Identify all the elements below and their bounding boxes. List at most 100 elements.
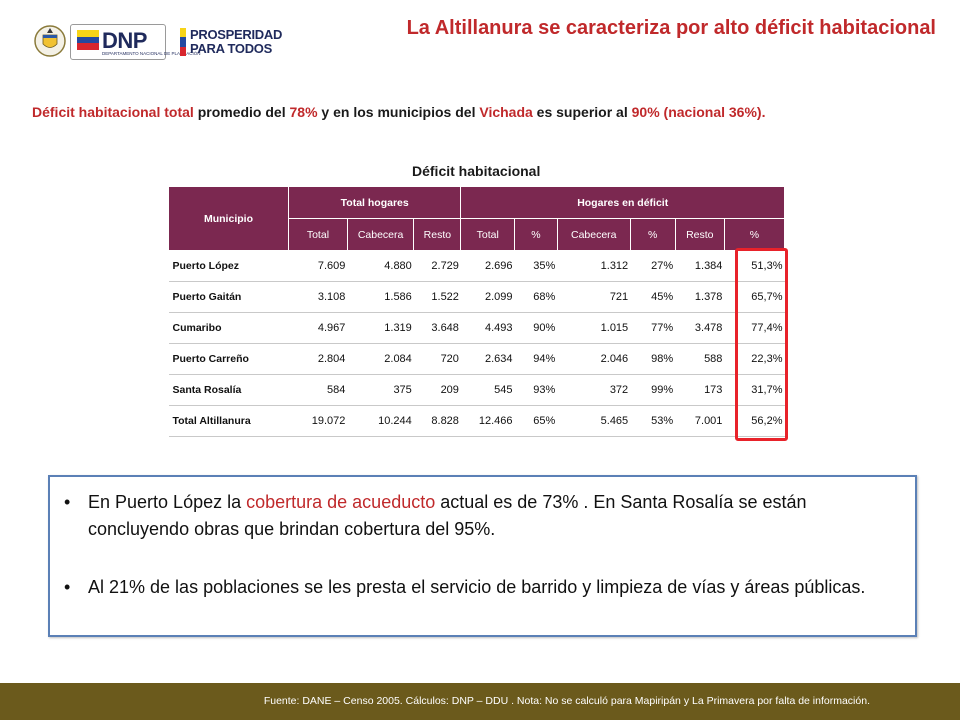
value-cell: 56,2% [724,405,785,437]
footer-source-note: Fuente: DANE – Censo 2005. Cálculos: DNP… [263,695,870,707]
notes-box: • En Puerto López la cobertura de acuedu… [48,475,917,637]
value-cell: 721 [557,281,631,313]
value-cell: 3.108 [288,281,348,313]
value-cell: 372 [557,374,631,406]
housing-deficit-table: Municipio Total hogares Hogares en défic… [168,186,786,437]
bullet-2-text: Al 21% de las poblaciones se les presta … [88,577,866,597]
summary-part-2: promedio del [193,104,290,120]
summary-part-3: 78% [289,104,318,120]
value-cell: 65,7% [724,281,785,313]
header-municipio: Municipio [168,186,289,251]
value-cell: 19.072 [288,405,348,437]
header-hogares-deficit: Hogares en déficit [460,186,785,219]
summary-statement: Déficit habitacional total promedio del … [32,104,765,120]
value-cell: 77,4% [724,312,785,344]
column-subheader: % [723,218,786,251]
value-cell: 22,3% [724,343,785,375]
value-cell: 1.015 [557,312,631,344]
value-cell: 8.828 [413,405,461,437]
summary-part-7: 90% (nacional 36%). [631,104,766,120]
value-cell: 98% [630,343,676,375]
value-cell: 2.046 [557,343,631,375]
value-cell: 27% [630,250,676,282]
value-cell: 51,3% [724,250,785,282]
table-row: Cumaribo 4.967 1.319 3.648 4.493 90% 1.015 77% 3… [168,312,785,344]
municipio-cell: Total Altillanura [168,405,289,437]
column-subheader: Total [460,218,515,251]
value-cell: 3.648 [413,312,461,344]
value-cell: 77% [630,312,676,344]
municipio-cell: Puerto López [168,250,289,282]
value-cell: 173 [675,374,725,406]
municipio-cell: Puerto Gaitán [168,281,289,313]
value-cell: 3.478 [675,312,725,344]
value-cell: 2.634 [460,343,515,375]
value-cell: 5.465 [557,405,631,437]
value-cell: 1.378 [675,281,725,313]
summary-part-6: es superior al [532,104,632,120]
value-cell: 209 [413,374,461,406]
municipio-cell: Santa Rosalía [168,374,289,406]
column-subheader: Cabecera [346,218,415,251]
value-cell: 375 [347,374,414,406]
value-cell: 1.586 [347,281,414,313]
value-cell: 2.084 [347,343,414,375]
column-subheader: % [513,218,558,251]
value-cell: 53% [630,405,676,437]
value-cell: 4.493 [460,312,515,344]
value-cell: 90% [514,312,558,344]
value-cell: 4.880 [347,250,414,282]
value-cell: 45% [630,281,676,313]
bullet-text: En Puerto López la cobertura de acueduct… [88,489,898,543]
value-cell: 545 [460,374,515,406]
value-cell: 1.522 [413,281,461,313]
value-cell: 99% [630,374,676,406]
value-cell: 7.001 [675,405,725,437]
bullet-dot: • [64,492,71,512]
value-cell: 35% [514,250,558,282]
value-cell: 2.696 [460,250,515,282]
value-cell: 65% [514,405,558,437]
dnp-logo-subtext: DEPARTAMENTO NACIONAL DE PLANEACIÓN [102,51,201,56]
value-cell: 2.099 [460,281,515,313]
bullet-dot: • [64,577,71,597]
value-cell: 93% [514,374,558,406]
table-row: Puerto Gaitán 3.108 1.586 1.522 2.099 68% 721 4… [168,281,785,313]
value-cell: 7.609 [288,250,348,282]
value-cell: 1.384 [675,250,725,282]
colombia-coat-of-arms-icon [34,25,66,57]
value-cell: 584 [288,374,348,406]
bullet-1-part-1: En Puerto López la [88,492,247,512]
highlight-box [735,248,788,441]
header-total-hogares: Total hogares [287,186,462,219]
value-cell: 1.319 [347,312,414,344]
summary-part-4: y en los municipios del [317,104,480,120]
summary-part-1: Déficit habitacional total [32,104,194,120]
footer-bar: Fuente: DANE – Censo 2005. Cálculos: DNP… [0,683,960,720]
dnp-logo: DNP DEPARTAMENTO NACIONAL DE PLANEACIÓN [70,24,201,60]
colombia-flag-bar-icon [180,28,186,56]
value-cell: 720 [413,343,461,375]
municipio-cell: Cumaribo [168,312,289,344]
table-row: Santa Rosalía 584 375 209 545 93% 372 99% 173 31,… [168,374,785,406]
column-subheader: Resto [674,218,725,251]
value-cell: 31,7% [724,374,785,406]
value-cell: 10.244 [347,405,414,437]
page-title: La Altillanura se caracteriza por alto d… [406,17,936,39]
table-row: Puerto Carreño 2.804 2.084 720 2.634 94% 2.046… [168,343,785,375]
column-subheader: % [629,218,676,251]
table-row: Total Altillanura 19.072 10.244 8.828 12.466… [168,405,785,437]
prosperidad-logo-line2: PARA TODOS [190,41,272,56]
value-cell: 1.312 [557,250,631,282]
value-cell: 12.466 [460,405,515,437]
bullet-1-part-3: actual es de 73% . En Santa Rosalía se e… [88,492,807,539]
value-cell: 588 [675,343,725,375]
table-row: Puerto López 7.609 4.880 2.729 2.696 35% 1.312… [168,250,785,282]
municipio-cell: Puerto Carreño [168,343,289,375]
value-cell: 68% [514,281,558,313]
value-cell: 94% [514,343,558,375]
colombia-flag-icon [77,30,99,50]
value-cell: 2.804 [288,343,348,375]
prosperidad-logo-line1: PROSPERIDAD [190,27,283,42]
column-subheader: Cabecera [556,218,631,251]
